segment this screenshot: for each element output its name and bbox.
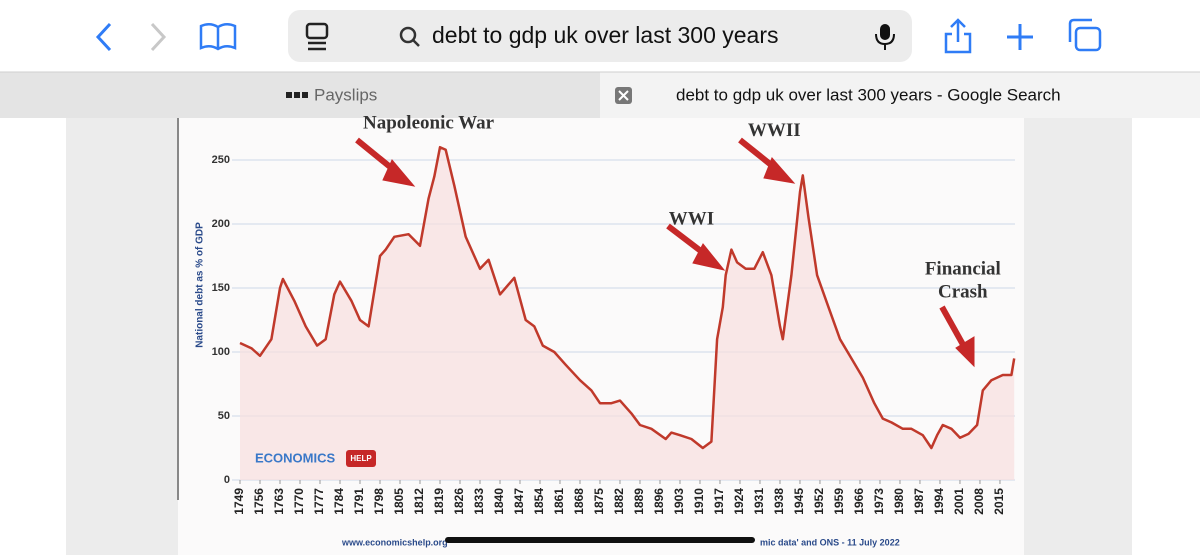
forward-button[interactable] bbox=[150, 22, 167, 52]
x-tick-label: 2008 bbox=[972, 488, 986, 515]
bookmarks-button[interactable] bbox=[199, 23, 237, 51]
x-tick-label: 1791 bbox=[352, 488, 366, 515]
annotation: Financial bbox=[925, 258, 1001, 279]
x-tick-label: 1924 bbox=[732, 488, 746, 515]
area bbox=[240, 147, 1015, 480]
x-tick-label: 1875 bbox=[592, 488, 606, 515]
footer: www.economicshelp.org bbox=[341, 537, 448, 547]
mic-icon[interactable] bbox=[875, 24, 895, 50]
x-tick-label: 1917 bbox=[712, 488, 726, 515]
new-tab-button[interactable] bbox=[1007, 24, 1033, 50]
x-tick-label: 1980 bbox=[892, 488, 906, 515]
back-button[interactable] bbox=[95, 22, 112, 52]
x-tick-label: 1966 bbox=[852, 488, 866, 515]
x-tick-label: 1854 bbox=[532, 488, 546, 515]
x-tick-label: 1833 bbox=[472, 488, 486, 515]
x-tick-label: 2001 bbox=[952, 488, 966, 515]
x-tick-label: 1861 bbox=[552, 488, 566, 515]
y-tick-label: 0 bbox=[224, 474, 230, 486]
tab-title[interactable]: debt to gdp uk over last 300 years - Goo… bbox=[676, 85, 1061, 104]
x-tick-label: 1784 bbox=[332, 488, 346, 515]
x-tick-label: 1826 bbox=[452, 488, 466, 515]
x-tick-label: 1882 bbox=[612, 488, 626, 515]
y-axis-label: National debt as % of GDP bbox=[195, 222, 206, 348]
share-button[interactable] bbox=[944, 18, 972, 54]
x-tick-label: 1798 bbox=[372, 488, 386, 515]
footer: mic data' and ONS - 11 July 2022 bbox=[760, 537, 900, 547]
x-tick-label: 1805 bbox=[392, 488, 406, 515]
logo-badge-text: HELP bbox=[350, 454, 372, 463]
x-tick-label: 1868 bbox=[572, 488, 586, 515]
x-tick-label: 1777 bbox=[312, 488, 326, 515]
x-tick-label: 1756 bbox=[252, 488, 266, 515]
annotation: Napoleonic War bbox=[363, 113, 495, 134]
tab-title[interactable]: Payslips bbox=[314, 85, 377, 104]
search-text[interactable]: debt to gdp uk over last 300 years bbox=[432, 22, 779, 48]
x-tick-label: 1889 bbox=[632, 488, 646, 515]
annotation: Crash bbox=[938, 281, 988, 302]
tab-close[interactable] bbox=[615, 87, 632, 104]
y-tick-label: 150 bbox=[212, 282, 230, 294]
x-tick-label: 1763 bbox=[272, 488, 286, 515]
line bbox=[239, 145, 1016, 450]
x-tick-label: 1959 bbox=[832, 488, 846, 515]
x-tick-label: 1847 bbox=[512, 488, 526, 515]
arrows bbox=[355, 137, 975, 368]
x-tick-label: 1840 bbox=[492, 488, 506, 515]
x-tick-label: 1973 bbox=[872, 488, 886, 515]
x-tick-label: 1952 bbox=[812, 488, 826, 515]
annotation: WWII bbox=[748, 120, 801, 141]
y-tick-label: 200 bbox=[212, 218, 230, 230]
x-tick-label: 2015 bbox=[992, 488, 1006, 515]
tab-favicon bbox=[286, 92, 308, 98]
x-tick-label: 1945 bbox=[792, 488, 806, 515]
x-tick-label: 1903 bbox=[672, 488, 686, 515]
tab-active[interactable] bbox=[600, 72, 1200, 118]
logo-text: ECONOMICS bbox=[255, 450, 336, 465]
y-tick-label: 100 bbox=[212, 346, 230, 358]
search-bar[interactable] bbox=[288, 10, 912, 62]
x-tick-label: 1749 bbox=[232, 488, 246, 515]
search-icon bbox=[399, 26, 420, 47]
x-tick-label: 1987 bbox=[912, 488, 926, 515]
x-tick-label: 1994 bbox=[932, 488, 946, 515]
chart-image bbox=[178, 118, 1024, 555]
x-tick-label: 1896 bbox=[652, 488, 666, 515]
home-indicator bbox=[445, 537, 755, 543]
x-tick-label: 1931 bbox=[752, 488, 766, 515]
y-tick-label: 250 bbox=[212, 154, 230, 166]
chart: 0 50 100 150 200 250 1749 1756 1763 1770 1777 1784 1… bbox=[195, 113, 1016, 547]
logo-badge bbox=[346, 450, 376, 467]
x-tick-label: 1910 bbox=[692, 488, 706, 515]
x-tick-label: 1938 bbox=[772, 488, 786, 515]
y-tick-label: 50 bbox=[218, 410, 230, 422]
tab-overview-icon[interactable] bbox=[305, 22, 329, 51]
tabs-button[interactable] bbox=[1068, 18, 1102, 52]
x-tick-label: 1819 bbox=[432, 488, 446, 515]
annotation: WWI bbox=[669, 209, 714, 230]
x-tick-label: 1812 bbox=[412, 488, 426, 515]
x-tick-label: 1770 bbox=[292, 488, 306, 515]
